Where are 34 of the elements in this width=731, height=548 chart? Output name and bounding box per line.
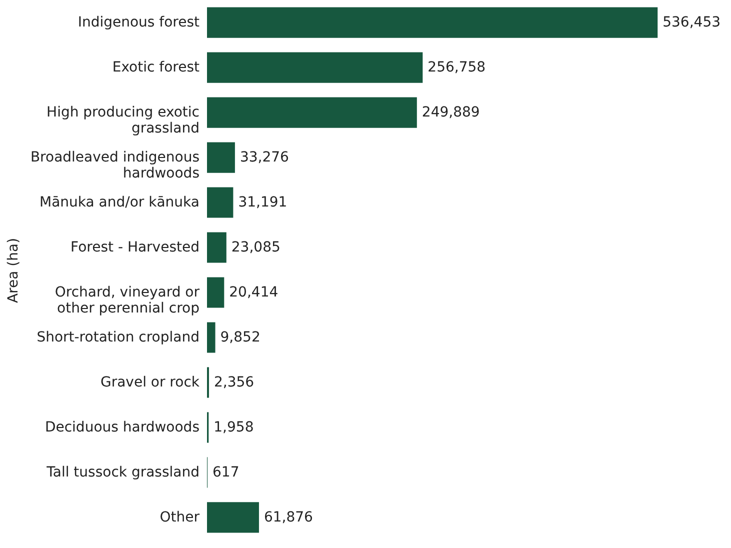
y-tick-label: Short-rotation cropland — [36, 329, 200, 346]
bar — [207, 187, 234, 218]
data-label: 61,876 — [264, 509, 314, 526]
y-tick-label: Indigenous forest — [78, 14, 200, 31]
y-tick-label: Gravel or rock — [100, 374, 200, 390]
data-label: 9,852 — [220, 329, 260, 346]
data-label: 249,889 — [422, 104, 480, 121]
y-tick-label: Broadleaved indigenous hardwoods — [30, 150, 200, 182]
data-label: 23,085 — [231, 240, 280, 256]
data-label: 20,414 — [229, 284, 278, 300]
bar — [207, 277, 224, 308]
y-tick-label: Tall tussock grassland — [46, 464, 200, 480]
bar — [207, 7, 658, 38]
data-label: 1,958 — [214, 419, 254, 436]
bar — [207, 502, 259, 533]
bar — [207, 97, 417, 128]
bar — [207, 322, 216, 353]
y-tick-label: High producing exotic grassland — [46, 104, 200, 137]
bar — [207, 232, 226, 263]
y-axis-title: Area (ha) — [5, 238, 22, 304]
bar — [207, 142, 235, 173]
data-label: 536,453 — [662, 14, 721, 31]
data-label: 617 — [212, 464, 240, 480]
data-label: 31,191 — [238, 194, 288, 211]
y-tick-label: Exotic forest — [112, 60, 200, 76]
data-label: 256,758 — [428, 60, 486, 76]
y-tick-label: Orchard, vineyard or other perennial crop — [54, 284, 200, 316]
y-tick-label: Forest - Harvested — [70, 240, 200, 256]
y-tick-label: Other — [160, 509, 200, 526]
data-label: 33,276 — [240, 150, 290, 166]
bar — [207, 52, 423, 83]
y-tick-label: Deciduous hardwoods — [44, 419, 200, 436]
y-tick-label: Mānuka and/or kānuka — [40, 194, 200, 211]
data-label: 2,356 — [214, 374, 254, 390]
